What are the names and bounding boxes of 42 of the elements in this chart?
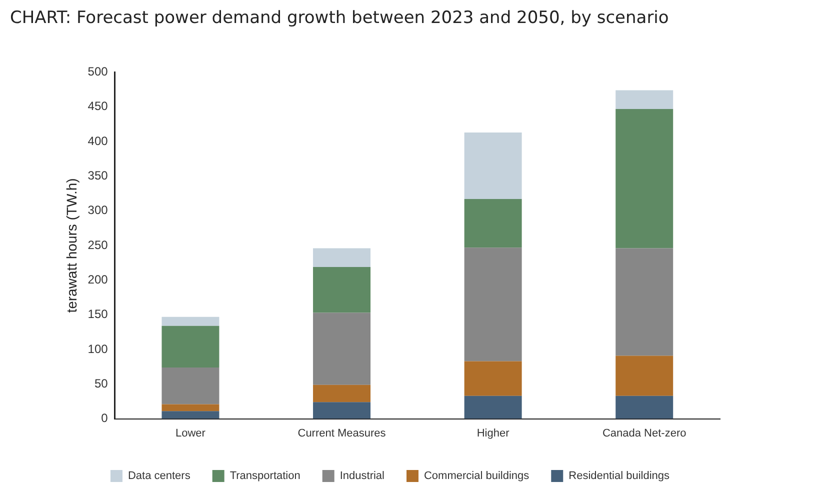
legend-label: Data centers [128,470,191,482]
y-tick-label: 300 [88,203,108,218]
bar [464,132,522,200]
x-tick-label: Lower [175,427,206,440]
bar [313,266,371,313]
bar [162,326,220,368]
y-tick-label: 250 [88,238,108,252]
y-tick-label: 100 [88,342,108,356]
bar [464,199,522,248]
y-axis-title: terawatt hours (TW.h) [63,178,80,313]
bar [313,248,371,267]
bar [616,90,674,109]
chart-title: CHART: Forecast power demand growth between 2023 and 2050, by scenario [10,8,669,28]
y-tick-label: 0 [101,411,108,426]
y-tick-label: 350 [88,168,108,182]
y-tick-label: 50 [94,376,108,390]
legend-label: Commercial buildings [424,470,530,482]
y-tick-label: 150 [88,307,108,322]
bar [616,108,674,248]
y-tick-label: 450 [88,99,108,114]
y-tick-label: 400 [88,134,108,148]
bar [616,248,674,356]
bar [616,356,674,396]
bar [464,361,522,396]
legend-label: Industrial [340,470,384,482]
bar [162,404,220,412]
bar [464,248,522,362]
bar [162,316,220,326]
bar [464,396,522,419]
y-tick-label: 200 [88,272,108,286]
y-tick-label: 500 [88,64,108,79]
x-tick-label: Current Measures [298,427,386,440]
x-tick-label: Canada Net-zero [602,427,686,440]
bar [616,396,674,419]
legend-label: Residential buildings [568,470,670,482]
legend-label: Transportation [230,470,300,482]
x-tick-label: Higher [476,427,510,440]
bar [313,402,371,419]
bar [162,368,220,404]
bar [313,312,371,385]
bar [162,411,220,419]
bar [313,384,371,402]
